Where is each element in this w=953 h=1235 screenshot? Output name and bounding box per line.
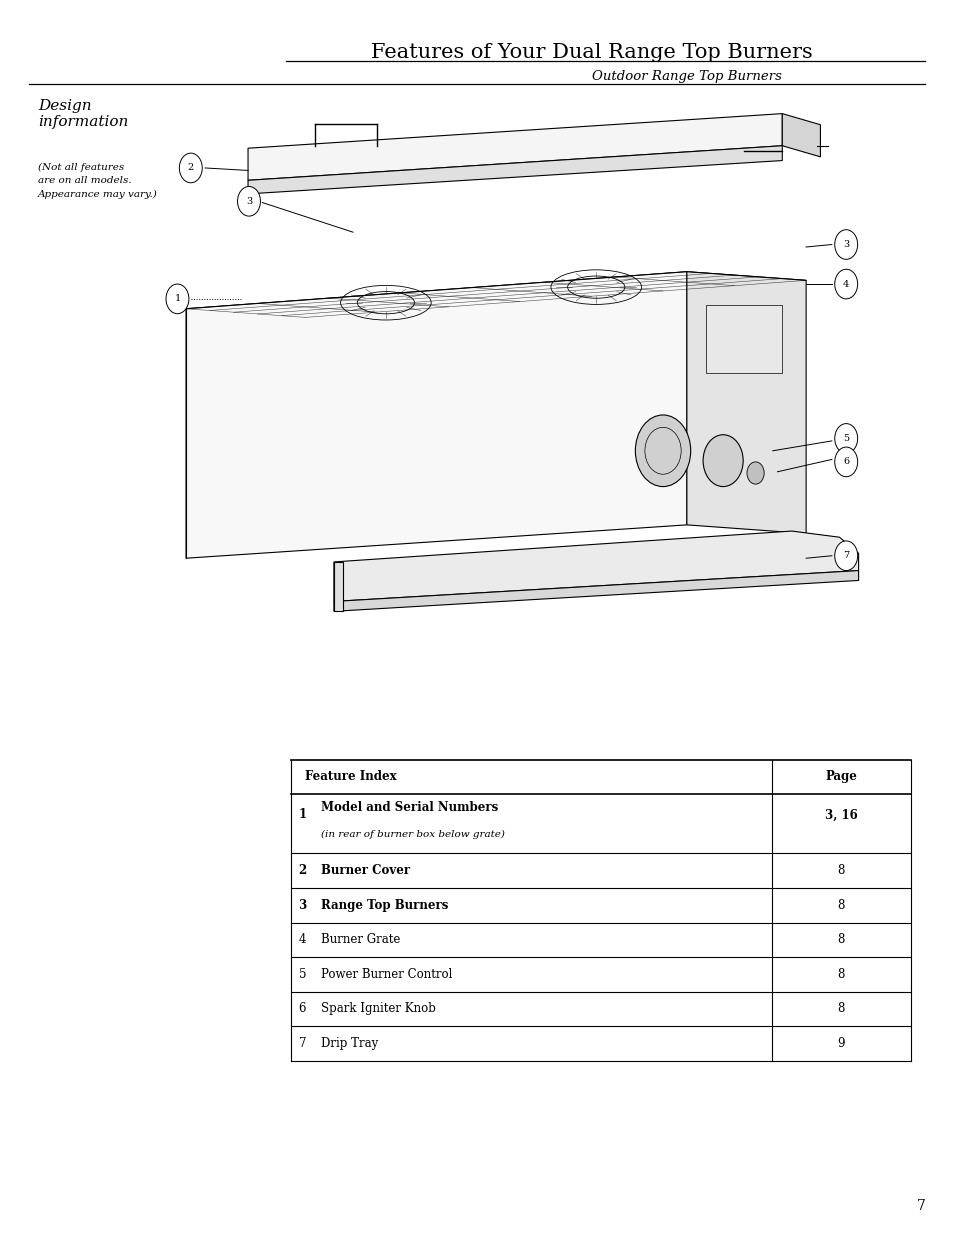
Text: 5: 5 bbox=[298, 968, 306, 981]
Text: 8: 8 bbox=[837, 899, 844, 911]
Polygon shape bbox=[248, 114, 781, 180]
Circle shape bbox=[834, 424, 857, 453]
Circle shape bbox=[834, 447, 857, 477]
Text: 2: 2 bbox=[298, 864, 306, 877]
FancyBboxPatch shape bbox=[705, 305, 781, 373]
Text: 2: 2 bbox=[188, 163, 193, 173]
Circle shape bbox=[179, 153, 202, 183]
Text: 9: 9 bbox=[837, 1037, 844, 1050]
Text: 4: 4 bbox=[842, 279, 848, 289]
Text: 6: 6 bbox=[298, 1003, 306, 1015]
Polygon shape bbox=[334, 531, 858, 601]
Polygon shape bbox=[334, 562, 343, 611]
Polygon shape bbox=[186, 272, 686, 558]
Circle shape bbox=[166, 284, 189, 314]
Polygon shape bbox=[686, 272, 805, 534]
Text: Drip Tray: Drip Tray bbox=[321, 1037, 378, 1050]
Text: 3: 3 bbox=[246, 196, 252, 206]
Polygon shape bbox=[781, 114, 820, 157]
Text: 8: 8 bbox=[837, 934, 844, 946]
Polygon shape bbox=[186, 272, 805, 317]
Text: Burner Grate: Burner Grate bbox=[321, 934, 400, 946]
Text: Feature Index: Feature Index bbox=[305, 771, 396, 783]
Circle shape bbox=[834, 230, 857, 259]
Text: 6: 6 bbox=[842, 457, 848, 467]
Text: Burner Cover: Burner Cover bbox=[321, 864, 410, 877]
Text: 5: 5 bbox=[842, 433, 848, 443]
Text: Spark Igniter Knob: Spark Igniter Knob bbox=[321, 1003, 436, 1015]
Text: 8: 8 bbox=[837, 968, 844, 981]
Text: Range Top Burners: Range Top Burners bbox=[321, 899, 449, 911]
Ellipse shape bbox=[635, 415, 690, 487]
Polygon shape bbox=[334, 571, 858, 611]
Text: 8: 8 bbox=[837, 864, 844, 877]
Text: 1: 1 bbox=[174, 294, 180, 304]
Text: (in rear of burner box below grate): (in rear of burner box below grate) bbox=[321, 830, 505, 839]
Circle shape bbox=[237, 186, 260, 216]
Text: Features of Your Dual Range Top Burners: Features of Your Dual Range Top Burners bbox=[370, 43, 812, 62]
Ellipse shape bbox=[746, 462, 763, 484]
Text: 4: 4 bbox=[298, 934, 306, 946]
Circle shape bbox=[834, 269, 857, 299]
Text: Design
information: Design information bbox=[38, 99, 129, 128]
Text: 1: 1 bbox=[298, 809, 306, 821]
Text: (Not all features
are on all models.
Appearance may vary.): (Not all features are on all models. App… bbox=[38, 163, 158, 199]
Text: 8: 8 bbox=[837, 1003, 844, 1015]
Circle shape bbox=[834, 541, 857, 571]
Polygon shape bbox=[248, 146, 781, 194]
Text: 3: 3 bbox=[298, 899, 306, 911]
Text: Power Burner Control: Power Burner Control bbox=[321, 968, 453, 981]
Text: 7: 7 bbox=[298, 1037, 306, 1050]
Text: 7: 7 bbox=[842, 551, 848, 561]
Text: Model and Serial Numbers: Model and Serial Numbers bbox=[321, 800, 498, 814]
Text: 3, 16: 3, 16 bbox=[824, 809, 857, 821]
Text: Outdoor Range Top Burners: Outdoor Range Top Burners bbox=[591, 70, 781, 84]
Text: 7: 7 bbox=[916, 1199, 924, 1213]
Ellipse shape bbox=[702, 435, 742, 487]
Text: 3: 3 bbox=[842, 240, 848, 249]
Text: Page: Page bbox=[824, 771, 857, 783]
